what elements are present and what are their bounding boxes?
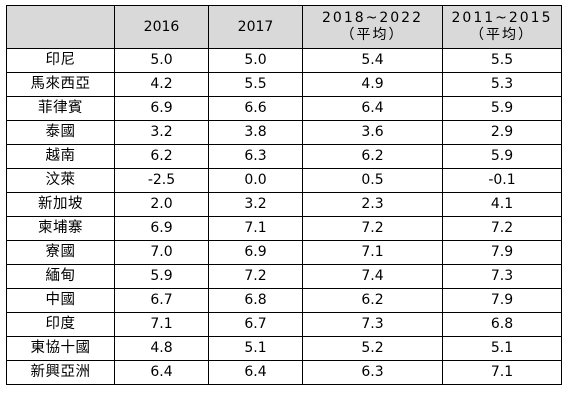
value-2018-2022-cell: 5.2 <box>302 336 443 361</box>
value-2016-cell: 7.0 <box>114 240 209 265</box>
country-cell: 印度 <box>6 312 115 337</box>
value-2011-2015-cell: 7.9 <box>442 240 562 265</box>
value-2017-cell: 3.2 <box>208 192 303 217</box>
value-2016-cell: 5.0 <box>114 48 209 73</box>
value-2018-2022-cell: 6.2 <box>302 288 443 313</box>
header-cell-2018-2022: 2018~2022 （平均） <box>302 5 443 49</box>
value-2017-cell: 5.0 <box>208 48 303 73</box>
table-row: 寮國 7.0 6.9 7.1 7.9 <box>6 240 562 265</box>
value-2018-2022-cell: 3.6 <box>302 120 443 145</box>
country-cell: 馬來西亞 <box>6 72 115 97</box>
value-2016-cell: 6.9 <box>114 96 209 121</box>
value-2017-cell: 3.8 <box>208 120 303 145</box>
value-2016-cell: 6.7 <box>114 288 209 313</box>
value-2016-cell: 2.0 <box>114 192 209 217</box>
value-2018-2022-cell: 0.5 <box>302 168 443 193</box>
value-2017-cell: 7.1 <box>208 216 303 241</box>
country-cell: 寮國 <box>6 240 115 265</box>
table-row: 印尼 5.0 5.0 5.4 5.5 <box>6 48 562 73</box>
value-2017-cell: 6.8 <box>208 288 303 313</box>
value-2016-cell: 6.4 <box>114 360 209 385</box>
growth-table: 2016 2017 2018~2022 （平均） 2011~2015 （平均） … <box>6 5 562 385</box>
value-2011-2015-cell: 6.8 <box>442 312 562 337</box>
value-2018-2022-cell: 7.4 <box>302 264 443 289</box>
value-2011-2015-cell: 4.1 <box>442 192 562 217</box>
value-2017-cell: 6.6 <box>208 96 303 121</box>
value-2017-cell: 5.1 <box>208 336 303 361</box>
table-row: 中國 6.7 6.8 6.2 7.9 <box>6 288 562 313</box>
country-cell: 新加坡 <box>6 192 115 217</box>
value-2018-2022-cell: 6.2 <box>302 144 443 169</box>
value-2011-2015-cell: 5.3 <box>442 72 562 97</box>
table-row: 東協十國 4.8 5.1 5.2 5.1 <box>6 336 562 361</box>
value-2018-2022-cell: 7.2 <box>302 216 443 241</box>
header-cell-blank <box>6 5 115 49</box>
table-row: 泰國 3.2 3.8 3.6 2.9 <box>6 120 562 145</box>
country-cell: 東協十國 <box>6 336 115 361</box>
value-2017-cell: 0.0 <box>208 168 303 193</box>
value-2017-cell: 6.9 <box>208 240 303 265</box>
table-row: 馬來西亞 4.2 5.5 4.9 5.3 <box>6 72 562 97</box>
header-label: 2017 <box>237 18 274 35</box>
header-sublabel: （平均） <box>340 27 405 43</box>
country-cell: 汶萊 <box>6 168 115 193</box>
value-2011-2015-cell: 7.2 <box>442 216 562 241</box>
value-2011-2015-cell: 5.5 <box>442 48 562 73</box>
value-2011-2015-cell: -0.1 <box>442 168 562 193</box>
value-2016-cell: 4.8 <box>114 336 209 361</box>
header-sublabel: （平均） <box>470 27 534 43</box>
header-cell-2017: 2017 <box>208 5 303 49</box>
table-header: 2016 2017 2018~2022 （平均） 2011~2015 （平均） <box>6 5 562 49</box>
value-2017-cell: 6.7 <box>208 312 303 337</box>
value-2011-2015-cell: 7.1 <box>442 360 562 385</box>
table-row: 汶萊 -2.5 0.0 0.5 -0.1 <box>6 168 562 193</box>
value-2017-cell: 6.4 <box>208 360 303 385</box>
country-cell: 泰國 <box>6 120 115 145</box>
value-2017-cell: 6.3 <box>208 144 303 169</box>
value-2011-2015-cell: 5.9 <box>442 96 562 121</box>
value-2018-2022-cell: 7.1 <box>302 240 443 265</box>
value-2018-2022-cell: 6.3 <box>302 360 443 385</box>
value-2016-cell: -2.5 <box>114 168 209 193</box>
value-2016-cell: 3.2 <box>114 120 209 145</box>
value-2017-cell: 5.5 <box>208 72 303 97</box>
value-2016-cell: 5.9 <box>114 264 209 289</box>
table-body: 印尼 5.0 5.0 5.4 5.5 馬來西亞 4.2 5.5 4.9 5.3 菲律賓 6.9 6.6 6… <box>6 48 562 385</box>
value-2017-cell: 7.2 <box>208 264 303 289</box>
value-2011-2015-cell: 5.9 <box>442 144 562 169</box>
country-cell: 菲律賓 <box>6 96 115 121</box>
value-2018-2022-cell: 2.3 <box>302 192 443 217</box>
country-cell: 越南 <box>6 144 115 169</box>
value-2016-cell: 6.2 <box>114 144 209 169</box>
header-row: 2016 2017 2018~2022 （平均） 2011~2015 （平均） <box>6 5 562 49</box>
value-2016-cell: 7.1 <box>114 312 209 337</box>
country-cell: 中國 <box>6 288 115 313</box>
table-row: 越南 6.2 6.3 6.2 5.9 <box>6 144 562 169</box>
value-2016-cell: 6.9 <box>114 216 209 241</box>
table-row: 緬甸 5.9 7.2 7.4 7.3 <box>6 264 562 289</box>
country-cell: 緬甸 <box>6 264 115 289</box>
value-2016-cell: 4.2 <box>114 72 209 97</box>
value-2011-2015-cell: 7.3 <box>442 264 562 289</box>
table-row: 柬埔寨 6.9 7.1 7.2 7.2 <box>6 216 562 241</box>
header-label: 2018~2022 <box>322 10 423 26</box>
table-row: 新興亞洲 6.4 6.4 6.3 7.1 <box>6 360 562 385</box>
value-2011-2015-cell: 2.9 <box>442 120 562 145</box>
value-2011-2015-cell: 5.1 <box>442 336 562 361</box>
header-cell-2011-2015: 2011~2015 （平均） <box>442 5 562 49</box>
header-label: 2011~2015 <box>451 10 553 26</box>
value-2018-2022-cell: 7.3 <box>302 312 443 337</box>
table-row: 新加坡 2.0 3.2 2.3 4.1 <box>6 192 562 217</box>
header-cell-2016: 2016 <box>114 5 209 49</box>
table-row: 菲律賓 6.9 6.6 6.4 5.9 <box>6 96 562 121</box>
country-cell: 柬埔寨 <box>6 216 115 241</box>
country-cell: 印尼 <box>6 48 115 73</box>
value-2018-2022-cell: 4.9 <box>302 72 443 97</box>
value-2011-2015-cell: 7.9 <box>442 288 562 313</box>
table-row: 印度 7.1 6.7 7.3 6.8 <box>6 312 562 337</box>
value-2018-2022-cell: 6.4 <box>302 96 443 121</box>
country-cell: 新興亞洲 <box>6 360 115 385</box>
value-2018-2022-cell: 5.4 <box>302 48 443 73</box>
header-label: 2016 <box>143 18 180 35</box>
